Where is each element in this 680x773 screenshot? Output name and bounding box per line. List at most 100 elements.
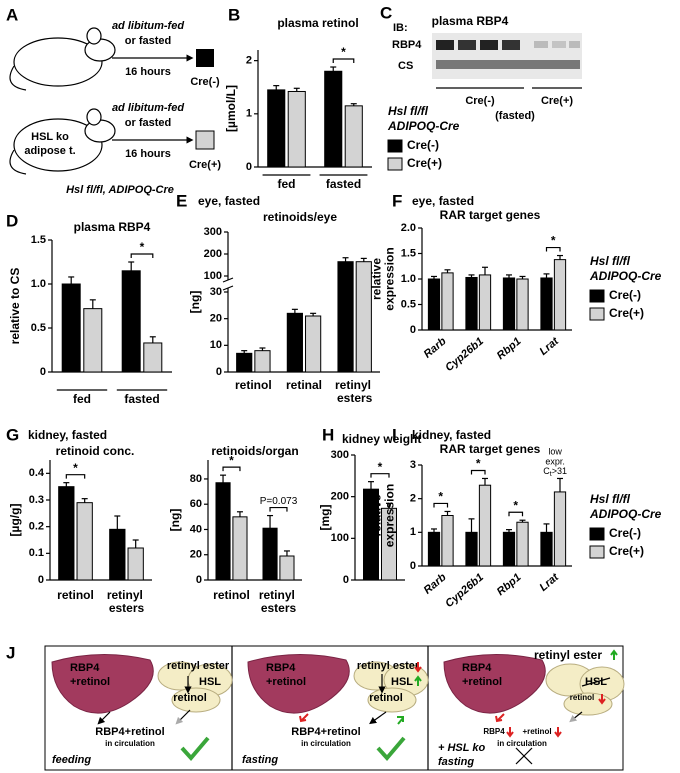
significance-label: * — [341, 45, 346, 59]
legend-swatch — [589, 527, 605, 541]
label: retinyl ester — [534, 648, 602, 662]
y-axis-label: expression — [383, 247, 397, 310]
legend-title: Hsl fl/fl — [590, 254, 631, 268]
y-axis-label: [µmol/L] — [224, 85, 238, 132]
bar — [441, 272, 454, 331]
y-tick-label: 0.3 — [29, 494, 44, 506]
panel-label: H — [322, 425, 334, 444]
y-tick-label: 3 — [410, 459, 416, 471]
check — [180, 736, 210, 762]
chart-subtitle: RAR target genes — [440, 208, 541, 222]
label: HSL — [199, 676, 221, 688]
label-line: esters — [109, 601, 145, 615]
frame — [44, 645, 624, 771]
significance-bracket — [470, 469, 486, 475]
duration: 16 hours — [125, 66, 171, 78]
scheme-feeding: RBP4 +retinol retinyl ester HSL retinol … — [51, 653, 233, 766]
bar — [502, 277, 516, 331]
liver-label: RBP4 — [462, 662, 492, 674]
liver — [443, 653, 546, 714]
circulation-note: in circulation — [497, 739, 547, 748]
bar — [502, 531, 516, 567]
legend-title: Hsl fl/fl — [388, 104, 429, 118]
up-arrow — [610, 649, 618, 660]
blot — [432, 33, 582, 79]
chart-title: kidney, fasted — [28, 428, 107, 442]
bar — [465, 531, 478, 567]
note: low — [548, 446, 562, 456]
y-axis-label: expression — [383, 484, 397, 547]
group-label: Cre(-) — [465, 95, 495, 107]
legend-title: ADIPOQ-Cre — [589, 507, 662, 521]
bar — [279, 555, 295, 581]
circulation: RBP4 — [483, 727, 505, 736]
circulation-note: in circulation — [301, 739, 351, 748]
significance-label: * — [73, 461, 78, 475]
x-tick-label: retinyl esters — [107, 588, 146, 615]
label: retinyl ester — [167, 660, 230, 672]
significance-bracket — [332, 58, 355, 64]
note: expr. — [545, 456, 565, 466]
y-tick-label: 1.0 — [31, 278, 46, 290]
condition: or fasted — [125, 35, 171, 47]
up-arrow — [397, 716, 404, 725]
x-tick-label: Rbp1 — [495, 335, 524, 362]
condition: or fasted — [125, 117, 171, 129]
y-tick-label: 1.5 — [401, 247, 416, 259]
significance-label: * — [378, 460, 383, 474]
legend-swatch — [589, 545, 605, 559]
strike — [581, 677, 611, 687]
x-tick-label: Rbp1 — [495, 571, 524, 598]
y-tick-label: 0 — [216, 366, 222, 378]
liver-label: RBP4 — [266, 662, 296, 674]
bar — [58, 486, 75, 581]
down-arrow — [506, 727, 514, 738]
bar — [427, 278, 441, 331]
x-tick-label: fed — [278, 177, 296, 191]
label: HSL — [391, 676, 413, 688]
significance-bracket — [370, 473, 390, 478]
significance-label: * — [513, 498, 518, 512]
y-tick-label: 0.4 — [29, 467, 45, 479]
panel-label: G — [6, 425, 19, 444]
y-tick-label: 0 — [343, 574, 349, 586]
chart-subtitle: retinoid conc. — [56, 444, 135, 458]
up-arrow — [414, 675, 422, 686]
x-tick-label: retinal — [286, 378, 322, 392]
mouse-label: HSL ko — [31, 131, 69, 143]
mouse — [9, 27, 116, 91]
label-line: esters — [261, 601, 297, 615]
y-tick-label: 0 — [410, 324, 416, 336]
down-arrow — [299, 713, 309, 723]
row-label: RBP4 — [392, 39, 422, 51]
liver-label: +retinol — [462, 676, 502, 688]
row-label: CS — [398, 60, 413, 72]
chart-subtitle: RAR target genes — [440, 442, 541, 456]
note-part: t — [550, 471, 552, 478]
bar — [324, 70, 343, 168]
panel-label: I — [392, 425, 397, 444]
group-label: Cre(+) — [541, 95, 573, 107]
label-line: retinyl — [335, 378, 374, 392]
bar — [262, 527, 278, 581]
legend-label: Cre(+) — [609, 306, 644, 320]
down-arrow — [598, 694, 606, 705]
bar — [344, 105, 363, 168]
panel-label: E — [176, 191, 187, 210]
bar — [61, 283, 81, 373]
bar — [287, 90, 306, 168]
panel-label: C — [380, 3, 392, 22]
legend-label: Cre(-) — [609, 526, 641, 540]
legend-swatch — [589, 307, 605, 321]
axis-break — [222, 277, 234, 283]
note-part: >31 — [552, 466, 567, 476]
bar — [540, 277, 553, 331]
x-tick-label: fasted — [326, 177, 361, 191]
y-axis-label: relative — [370, 494, 384, 536]
significance-bracket — [433, 502, 449, 508]
legend-title: ADIPOQ-Cre — [387, 119, 460, 133]
bar — [305, 315, 322, 373]
blot-bands — [436, 40, 580, 69]
cross — [515, 747, 533, 765]
